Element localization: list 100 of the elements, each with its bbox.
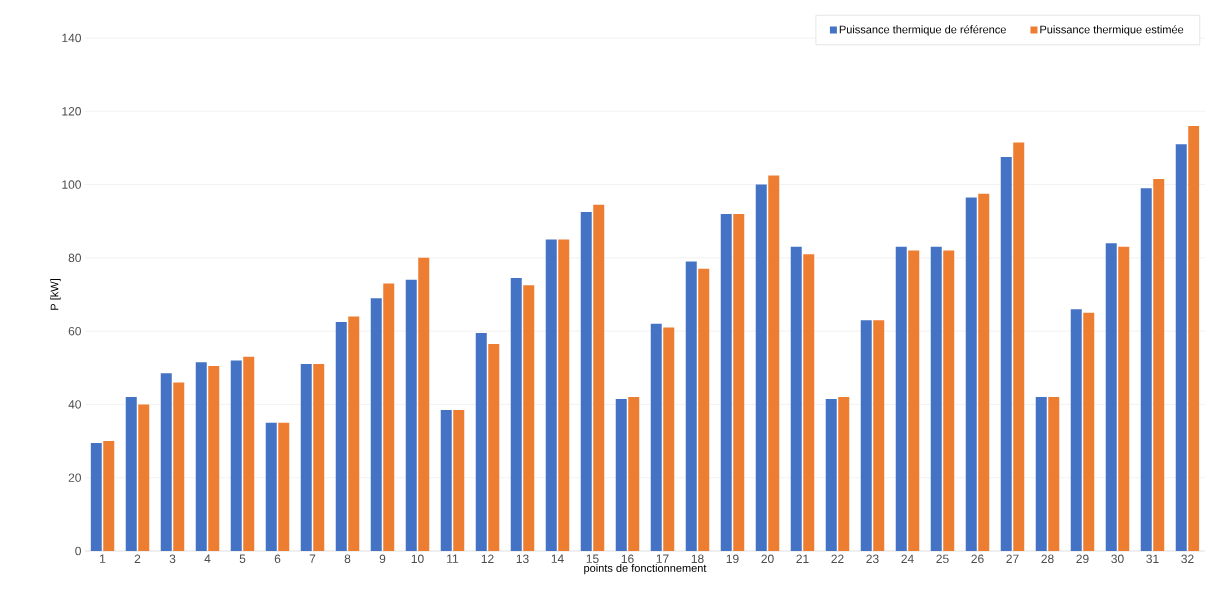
y-tick-label: 120 xyxy=(62,107,81,116)
x-tick-label: 18 xyxy=(691,554,704,564)
bar xyxy=(1153,179,1165,551)
x-tick-label: 14 xyxy=(551,554,564,563)
bar xyxy=(370,298,382,551)
bar xyxy=(1105,243,1117,551)
x-tick-label: 5 xyxy=(239,554,246,563)
y-tick-label: 80 xyxy=(68,253,81,263)
x-tick-label: 27 xyxy=(1006,554,1019,563)
bar xyxy=(978,193,990,551)
bar xyxy=(103,441,115,551)
bar xyxy=(895,246,907,551)
x-tick-label: 11 xyxy=(447,554,459,563)
y-tick-label: 0 xyxy=(75,546,81,556)
bar xyxy=(1140,188,1152,551)
x-tick-label: 24 xyxy=(901,554,914,563)
x-tick-label: 21 xyxy=(796,554,809,563)
bar xyxy=(685,261,697,551)
bar xyxy=(300,364,312,551)
x-axis-title: points de fonctionnement xyxy=(584,563,707,575)
bar xyxy=(860,320,872,551)
legend-label: Puissance thermique de référence xyxy=(839,25,1006,36)
bar xyxy=(733,213,745,551)
bar xyxy=(1048,397,1060,551)
bar xyxy=(1188,125,1200,551)
bar xyxy=(580,212,592,551)
x-tick-label: 9 xyxy=(379,554,386,564)
x-tick-label: 17 xyxy=(656,554,669,563)
bar xyxy=(230,360,242,551)
bar xyxy=(1175,144,1187,551)
bar xyxy=(698,268,710,551)
bar xyxy=(208,365,220,551)
x-tick-label: 13 xyxy=(516,554,529,564)
x-tick-label: 31 xyxy=(1146,554,1159,564)
bar xyxy=(440,409,452,551)
bar xyxy=(1000,157,1012,551)
bar xyxy=(335,321,347,551)
bar xyxy=(628,397,640,551)
y-tick-label: 20 xyxy=(68,473,81,482)
bar xyxy=(558,239,570,551)
bar xyxy=(803,254,815,551)
x-tick-label: 12 xyxy=(481,554,494,563)
y-tick-label: 40 xyxy=(68,400,81,409)
bar xyxy=(930,246,942,551)
bar xyxy=(278,422,290,551)
bar xyxy=(453,409,465,551)
bar xyxy=(1035,397,1047,551)
bar xyxy=(545,239,557,551)
legend-label: Puissance thermique estimée xyxy=(1040,25,1184,36)
bar xyxy=(265,422,277,551)
bar xyxy=(510,278,522,551)
y-axis-title: P [kW] xyxy=(50,279,61,310)
bar xyxy=(615,398,627,551)
x-tick-label: 8 xyxy=(344,554,351,564)
bar xyxy=(873,320,885,551)
bar xyxy=(1070,309,1082,551)
x-tick-label: 2 xyxy=(134,554,141,563)
bar xyxy=(138,404,150,551)
bar xyxy=(418,257,430,551)
bar xyxy=(90,442,102,551)
x-tick-label: 22 xyxy=(831,554,844,563)
bar xyxy=(313,364,325,551)
bar xyxy=(825,398,837,551)
bar xyxy=(173,382,185,551)
bar xyxy=(160,373,172,551)
x-tick-label: 20 xyxy=(761,554,774,564)
x-tick-label: 3 xyxy=(169,554,176,564)
bar xyxy=(243,356,255,551)
y-tick-label: 100 xyxy=(62,180,81,189)
x-tick-label: 6 xyxy=(274,554,281,564)
bar xyxy=(720,213,732,551)
y-tick-label: 140 xyxy=(62,33,81,43)
bar xyxy=(195,362,207,551)
bar xyxy=(523,285,535,551)
x-tick-label: 4 xyxy=(204,554,211,563)
bar xyxy=(593,204,605,551)
x-tick-label: 25 xyxy=(936,554,949,564)
x-tick-label: 1 xyxy=(100,554,106,563)
bar xyxy=(1013,142,1025,551)
bar xyxy=(348,316,360,551)
y-tick-label: 60 xyxy=(68,326,81,336)
x-tick-label: 16 xyxy=(621,554,634,564)
bar xyxy=(405,279,417,551)
bar xyxy=(768,175,780,551)
bar xyxy=(663,327,675,551)
bar xyxy=(755,184,767,551)
bar xyxy=(943,250,955,551)
x-tick-label: 19 xyxy=(726,554,739,564)
x-tick-label: 29 xyxy=(1076,554,1089,564)
x-tick-label: 30 xyxy=(1111,554,1124,564)
x-tick-label: 23 xyxy=(866,554,879,564)
bar xyxy=(1118,246,1130,551)
bar xyxy=(838,397,850,551)
x-tick-label: 15 xyxy=(586,554,599,563)
bar xyxy=(488,343,500,551)
bar xyxy=(475,332,487,551)
x-tick-label: 7 xyxy=(309,554,316,563)
bar xyxy=(383,283,395,551)
bar xyxy=(1083,312,1095,551)
x-tick-label: 28 xyxy=(1041,554,1054,564)
